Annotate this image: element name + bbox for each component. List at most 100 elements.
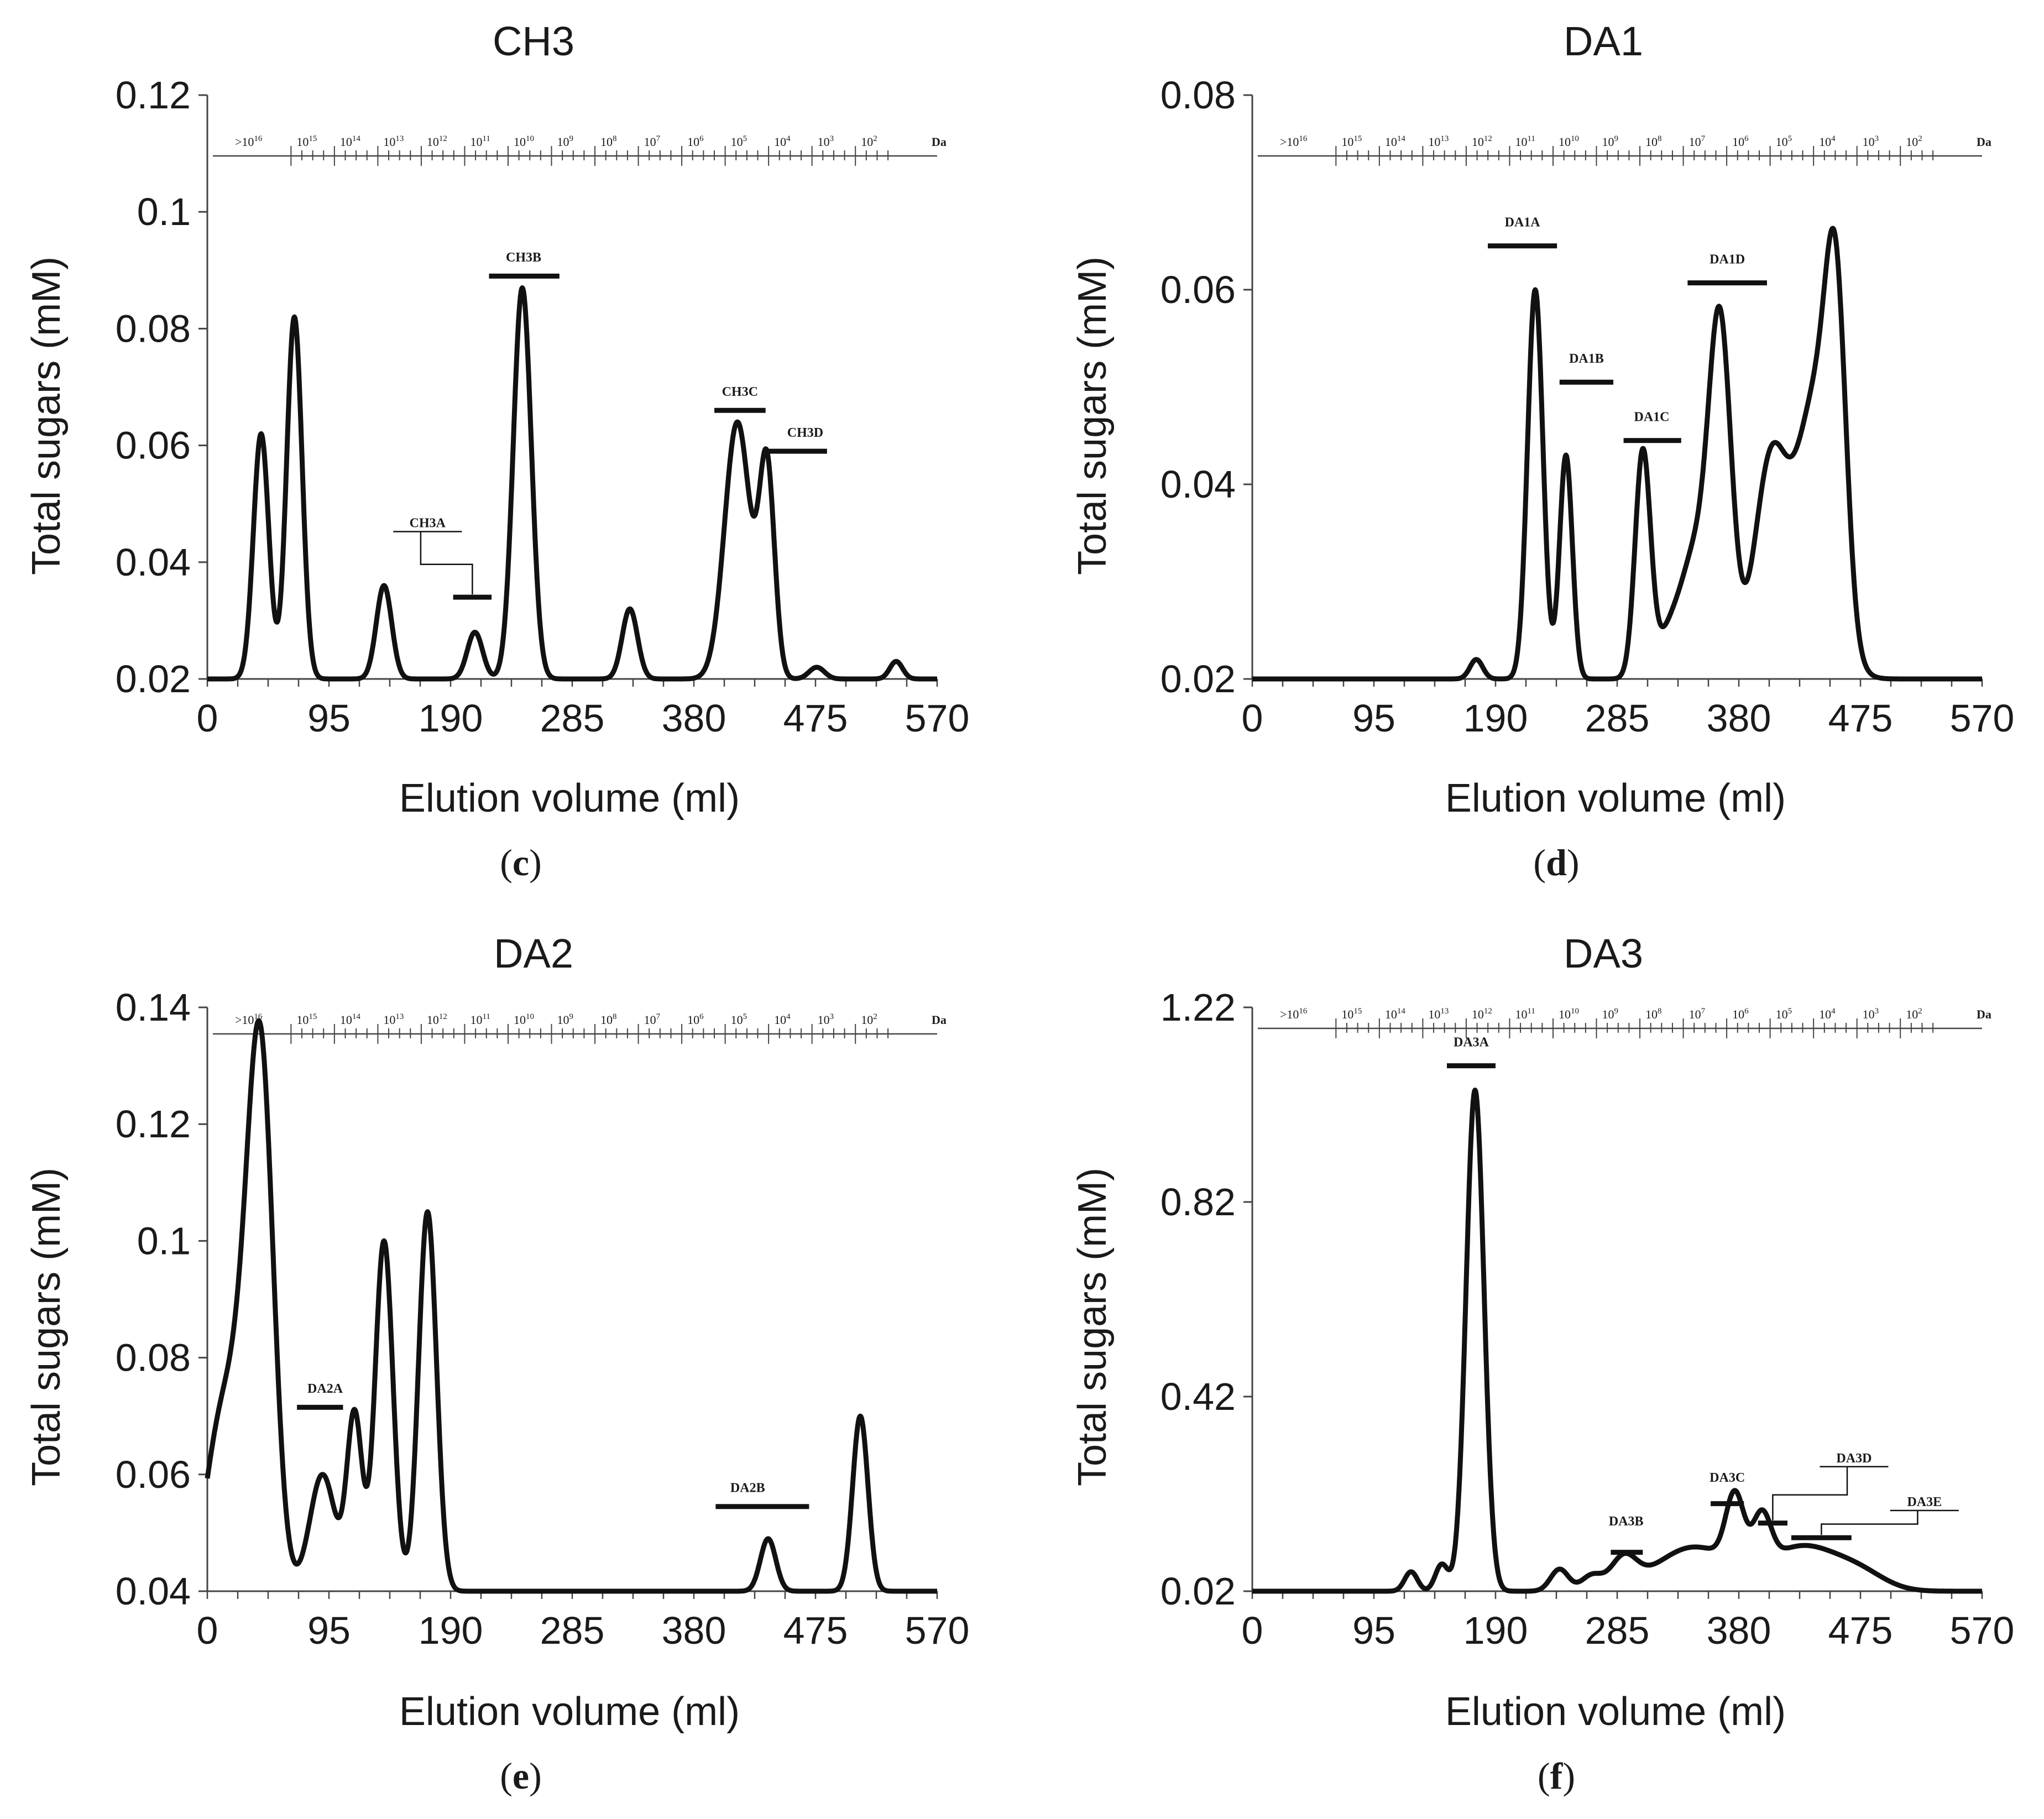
fraction-label: DA3E bbox=[1907, 1495, 1942, 1509]
fraction-label: DA1B bbox=[1569, 352, 1604, 366]
mw-scale-label: 107 bbox=[644, 134, 661, 149]
mw-scale-label: >1016 bbox=[1280, 1007, 1308, 1021]
x-tick-label: 380 bbox=[662, 697, 726, 740]
y-tick-label: 0.08 bbox=[116, 307, 191, 350]
y-tick-label: 1.22 bbox=[1160, 986, 1236, 1029]
y-tick-label: 0.02 bbox=[1160, 657, 1236, 701]
x-tick-label: 475 bbox=[783, 697, 848, 740]
mw-scale-label: 103 bbox=[818, 134, 834, 149]
mw-scale-label: 103 bbox=[818, 1012, 834, 1027]
mw-scale-label: 1012 bbox=[427, 1012, 447, 1027]
panel-caption: (d) bbox=[1533, 841, 1579, 884]
x-tick-label: 570 bbox=[905, 697, 970, 740]
mw-scale-label: 1010 bbox=[514, 134, 534, 149]
mw-scale-label: 1012 bbox=[1472, 134, 1492, 149]
mw-scale-label: 105 bbox=[1776, 1007, 1792, 1021]
x-tick-label: 285 bbox=[1585, 1609, 1650, 1652]
mw-scale-label: 1014 bbox=[1385, 1007, 1406, 1021]
x-tick-label: 95 bbox=[1352, 1609, 1395, 1652]
mw-scale-label: 107 bbox=[1689, 1007, 1706, 1021]
x-tick-label: 570 bbox=[1950, 697, 2015, 740]
fraction-label: DA3B bbox=[1609, 1514, 1644, 1529]
mw-scale-label: 1013 bbox=[383, 1012, 404, 1027]
fraction-label: DA1D bbox=[1710, 252, 1745, 266]
mw-scale-label: 104 bbox=[1819, 1007, 1836, 1021]
panel-caption: (c) bbox=[500, 841, 542, 884]
mw-scale-label: 102 bbox=[861, 134, 877, 149]
elution-profile-line bbox=[1250, 226, 1984, 682]
mw-scale-label: 107 bbox=[1689, 134, 1706, 149]
x-tick-label: 285 bbox=[540, 697, 605, 740]
x-tick-label: 475 bbox=[1828, 1609, 1893, 1652]
x-tick-label: 285 bbox=[1585, 697, 1650, 740]
y-tick-label: 0.14 bbox=[116, 986, 191, 1029]
panel-d-chart: DA1 Elution volume (ml) Total sugars (mM… bbox=[1070, 18, 2014, 884]
y-tick-label: 0.06 bbox=[116, 424, 191, 467]
chart-title: DA3 bbox=[1564, 931, 1643, 976]
mw-scale-label: 106 bbox=[1732, 1007, 1749, 1021]
y-tick-label: 0.82 bbox=[1160, 1180, 1236, 1224]
mw-scale-label: 1014 bbox=[1385, 134, 1406, 149]
chart-title: DA2 bbox=[494, 931, 573, 976]
x-axis-label: Elution volume (ml) bbox=[399, 1690, 740, 1734]
fraction-label: CH3B bbox=[506, 250, 541, 265]
x-tick-label: 570 bbox=[905, 1609, 970, 1652]
y-tick-label: 0.02 bbox=[1160, 1570, 1236, 1613]
mw-scale-label: 1011 bbox=[470, 1012, 490, 1027]
mw-scale-label: 1010 bbox=[1559, 1007, 1579, 1021]
mw-scale-label: 1011 bbox=[1515, 134, 1535, 149]
mw-scale-label: 108 bbox=[600, 1012, 617, 1027]
mw-scale-unit: Da bbox=[932, 135, 947, 149]
mw-scale-label: 1012 bbox=[427, 134, 447, 149]
x-axis-label: Elution volume (ml) bbox=[1445, 776, 1786, 820]
x-tick-label: 380 bbox=[662, 1609, 726, 1652]
y-tick-label: 0.04 bbox=[116, 541, 191, 584]
x-tick-label: 0 bbox=[197, 1609, 218, 1652]
mw-scale-label: 1011 bbox=[470, 134, 490, 149]
fraction-label: CH3A bbox=[410, 516, 446, 530]
fraction-label: DA1A bbox=[1505, 216, 1541, 230]
fraction-leader bbox=[420, 531, 473, 595]
y-tick-label: 0.02 bbox=[116, 657, 191, 701]
mw-scale-label: 107 bbox=[644, 1012, 661, 1027]
mw-scale-label: 108 bbox=[1645, 134, 1662, 149]
plot-area: 0.02 0.04 0.06 0.08 0.1 0.12 0 95 190 285 380 475 57… bbox=[116, 74, 970, 740]
x-tick-label: 570 bbox=[1950, 1609, 2015, 1652]
fraction-label: CH3C bbox=[722, 385, 758, 399]
mw-scale-label: 104 bbox=[774, 1012, 791, 1027]
x-tick-label: 475 bbox=[783, 1609, 848, 1652]
x-tick-label: 380 bbox=[1707, 697, 1771, 740]
mw-scale-label: 105 bbox=[1776, 134, 1792, 149]
x-tick-label: 380 bbox=[1707, 1609, 1771, 1652]
mw-scale-label: 103 bbox=[1863, 1007, 1879, 1021]
fraction-label: DA2B bbox=[730, 1481, 765, 1495]
y-tick-label: 0.06 bbox=[116, 1453, 191, 1496]
mw-scale-label: 109 bbox=[557, 134, 574, 149]
mw-scale-label: 102 bbox=[1906, 1007, 1922, 1021]
plot-area: 0.04 0.06 0.08 0.1 0.12 0.14 0 95 190 285 380 475 57… bbox=[116, 986, 970, 1652]
x-axis-label: Elution volume (ml) bbox=[399, 776, 740, 820]
mw-scale-label: 102 bbox=[861, 1012, 877, 1027]
mw-scale-label: 1013 bbox=[383, 134, 404, 149]
mw-scale-label: 105 bbox=[731, 1012, 747, 1027]
x-tick-label: 190 bbox=[1463, 1609, 1528, 1652]
x-tick-label: 190 bbox=[1463, 697, 1528, 740]
x-tick-label: 95 bbox=[1352, 697, 1395, 740]
mw-scale-unit: Da bbox=[1977, 135, 1991, 149]
panel-caption: (e) bbox=[500, 1755, 542, 1797]
x-tick-label: 190 bbox=[419, 697, 483, 740]
mw-scale-label: 104 bbox=[1819, 134, 1836, 149]
fraction-label: DA3A bbox=[1454, 1035, 1489, 1049]
y-axis-label: Total sugars (mM) bbox=[24, 257, 69, 575]
mw-scale-label: 1015 bbox=[296, 134, 317, 149]
mw-scale-label: 1013 bbox=[1428, 134, 1449, 149]
mw-scale-label: >1016 bbox=[235, 134, 263, 149]
y-tick-label: 0.12 bbox=[116, 74, 191, 117]
mw-scale-label: 106 bbox=[687, 134, 704, 149]
x-tick-label: 95 bbox=[307, 1609, 351, 1652]
y-tick-label: 0.1 bbox=[137, 1219, 191, 1262]
mw-scale-label: 106 bbox=[687, 1012, 704, 1027]
x-tick-label: 285 bbox=[540, 1609, 605, 1652]
y-tick-label: 0.08 bbox=[116, 1336, 191, 1379]
